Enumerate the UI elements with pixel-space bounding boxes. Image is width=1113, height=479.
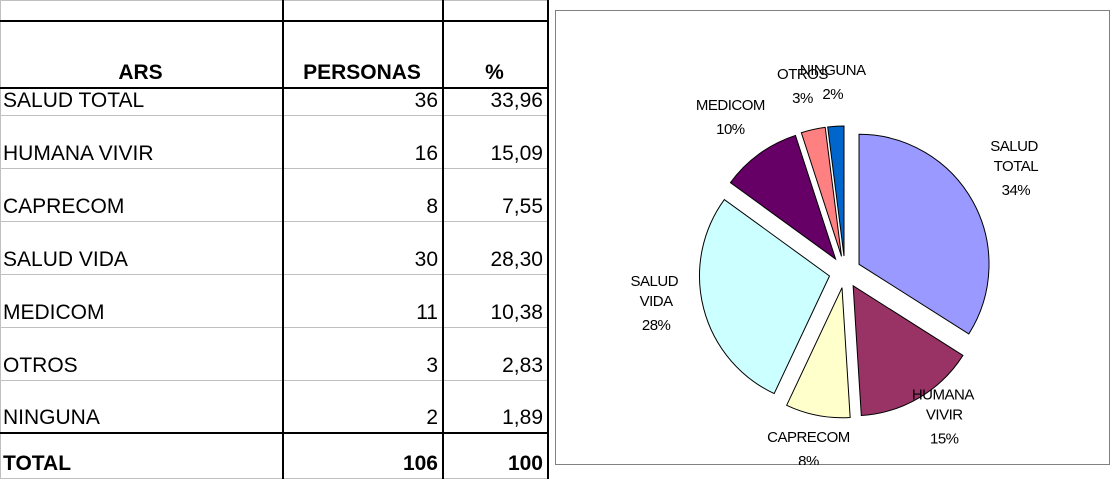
cell: SALUD VIDA <box>0 220 284 275</box>
slice-label: OTROS <box>777 66 828 83</box>
pie-slice <box>699 198 831 395</box>
slice-value-label: 10% <box>716 121 745 138</box>
pie-slice <box>858 133 990 335</box>
cell: 2,83 <box>442 326 549 381</box>
pie-slice <box>827 125 845 257</box>
slice-value-label: 3% <box>792 90 813 107</box>
cell: 36 <box>282 87 444 116</box>
cell <box>0 0 284 21</box>
cell: 16 <box>282 114 444 169</box>
header-cell: PERSONAS <box>282 19 444 89</box>
chart: SALUD TOTAL 34% HUMANA VIVIR 15% CAPRECOM 8% S… <box>555 10 1110 465</box>
cell: 2 <box>282 379 444 434</box>
slice-label: SALUD TOTAL <box>990 138 1041 175</box>
cell: 1,89 <box>442 379 549 434</box>
cell: 15,09 <box>442 114 549 169</box>
cell: 11 <box>282 273 444 328</box>
cell: OTROS <box>0 326 284 381</box>
header-cell: % <box>442 19 549 89</box>
cell: MEDICOM <box>0 273 284 328</box>
total-cell: 100 <box>442 432 549 479</box>
slice-label: CAPRECOM <box>767 429 850 446</box>
cell: 3 <box>282 326 444 381</box>
pie-slice <box>729 134 837 261</box>
slice-value-label: 28% <box>642 317 671 334</box>
cell: 33,96 <box>442 87 549 116</box>
slice-label: NINGUNA <box>800 62 866 79</box>
slice-value-label: 34% <box>1002 182 1031 199</box>
cell <box>442 0 549 21</box>
cell: 28,30 <box>442 220 549 275</box>
slice-label: HUMANA VIVIR <box>912 386 977 423</box>
cell: 10,38 <box>442 273 549 328</box>
cell: CAPRECOM <box>0 167 284 222</box>
slice-value-label: 2% <box>822 86 843 103</box>
data-table: ARS PERSONAS % SALUD TOTAL 36 33,96 HUMANA … <box>0 0 549 479</box>
cell: 8 <box>282 167 444 222</box>
cell: 7,55 <box>442 167 549 222</box>
header-cell: ARS <box>0 19 284 89</box>
pie-slice <box>852 284 964 417</box>
total-cell: TOTAL <box>0 432 284 479</box>
cell: SALUD TOTAL <box>0 87 284 116</box>
total-cell: 106 <box>282 432 444 479</box>
cell <box>282 0 444 21</box>
slice-value-label: 15% <box>930 430 959 447</box>
cell: NINGUNA <box>0 379 284 434</box>
cell: HUMANA VIVIR <box>0 114 284 169</box>
slice-label: MEDICOM <box>696 97 765 114</box>
slice-value-label: 8% <box>798 453 819 465</box>
cell: 30 <box>282 220 444 275</box>
slice-label: SALUD VIDA <box>631 273 682 310</box>
pie-slice <box>800 126 843 257</box>
pie-slice <box>785 287 851 419</box>
